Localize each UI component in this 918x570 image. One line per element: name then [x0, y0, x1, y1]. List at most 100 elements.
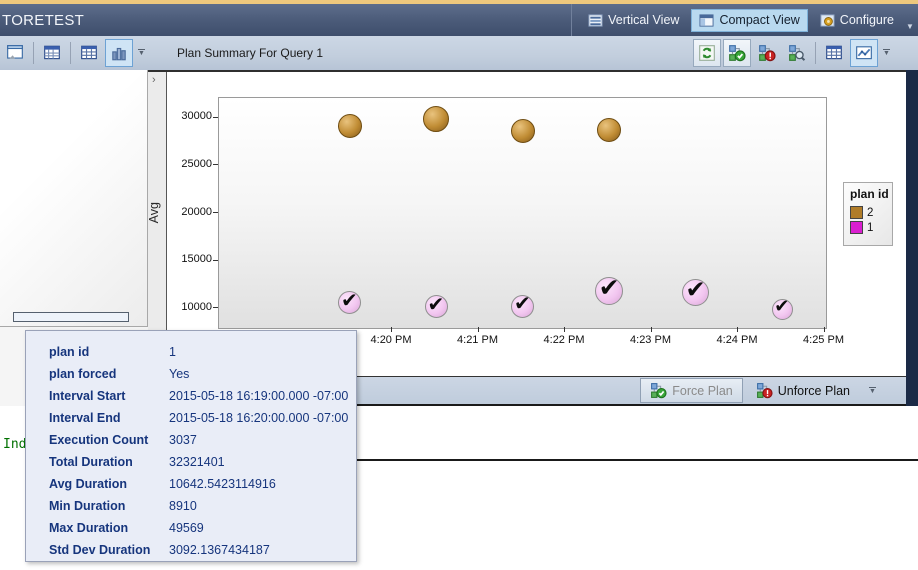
data-point-plan-2[interactable]	[423, 105, 450, 132]
summary-chart-button[interactable]	[850, 39, 878, 67]
data-point-plan-1[interactable]	[424, 295, 448, 319]
tooltip-field-value: 49569	[169, 521, 204, 535]
vertical-view-button[interactable]: Vertical View	[580, 9, 687, 32]
compare-plans-icon	[788, 44, 806, 62]
data-point-plan-2[interactable]	[597, 117, 622, 142]
tooltip-field-label: Max Duration	[49, 521, 129, 535]
summary-grid-icon	[825, 44, 843, 62]
query-text-view-icon	[6, 44, 24, 62]
toolbar-separator	[33, 42, 34, 64]
summary-chart-icon	[855, 44, 873, 62]
horizontal-scrollbar[interactable]	[13, 312, 129, 322]
legend-item[interactable]: 1	[850, 221, 892, 234]
tooltip-row: Interval End 2015-05-18 16:20:00.000 -07:…	[26, 407, 356, 429]
tooltip-row: Execution Count 3037	[26, 429, 356, 451]
expand-panel-chevron-icon[interactable]: ›	[152, 74, 156, 86]
tooltip-field-label: Interval Start	[49, 389, 126, 403]
toolbar-separator	[815, 42, 816, 64]
window-right-edge	[906, 70, 918, 406]
unforce-plan-button[interactable]: Unforce Plan	[747, 378, 859, 403]
force-plan-icon	[728, 44, 746, 62]
forced-plan-check-icon: ✔	[598, 273, 620, 303]
splitter-strip: › Avg	[147, 72, 167, 376]
x-tick-label: 4:25 PM	[803, 334, 844, 346]
tooltip-field-label: plan id	[49, 345, 90, 359]
tooltip-field-value: 2015-05-18 16:19:00.000 -07:00	[169, 389, 349, 403]
data-point-plan-1[interactable]	[511, 294, 535, 318]
tooltip-field-label: plan forced	[49, 367, 117, 381]
x-tick-mark	[823, 327, 825, 332]
data-point-plan-2[interactable]	[510, 119, 535, 144]
data-point-plan-1[interactable]	[771, 299, 793, 321]
x-tick-label: 4:24 PM	[716, 334, 758, 346]
forced-plan-check-icon: ✔	[514, 291, 531, 316]
grid-extended-view-icon	[43, 44, 61, 62]
forced-plan-check-icon: ✔	[427, 291, 445, 316]
x-tick-mark	[650, 327, 652, 332]
configure-label: Configure	[839, 13, 894, 27]
unforce-plan-label: Unforce Plan	[777, 383, 850, 398]
tooltip-row: Min Duration 8910	[26, 495, 356, 517]
force-plan-icon-button[interactable]	[723, 39, 751, 67]
y-tick-mark	[213, 212, 218, 213]
plan-grid-panel	[0, 70, 148, 327]
tooltip-row: Avg Duration 10642.5423114916	[26, 473, 356, 495]
x-tick-mark	[477, 327, 479, 332]
chart-view-button[interactable]	[105, 39, 133, 67]
data-point-plan-1[interactable]	[682, 279, 710, 307]
force-plan-button[interactable]: Force Plan	[640, 378, 743, 403]
tooltip-row: Max Duration 49569	[26, 517, 356, 539]
legend-swatch	[850, 221, 863, 234]
data-point-plan-1[interactable]	[595, 277, 624, 306]
tooltip-field-value: Yes	[169, 367, 190, 381]
data-point-plan-2[interactable]	[337, 113, 362, 138]
legend-item[interactable]: 2	[850, 206, 892, 219]
tooltip-row: plan id 1	[26, 341, 356, 363]
tooltip-field-label: Min Duration	[49, 499, 126, 513]
y-axis-title: Avg	[147, 202, 161, 224]
legend-label: 1	[867, 221, 874, 234]
tooltip-field-label: Total Duration	[49, 455, 133, 469]
grid-extended-view-button[interactable]	[38, 39, 66, 67]
query-text-view-button[interactable]	[1, 39, 29, 67]
query-text-fragment: Ind	[3, 437, 27, 452]
tooltip-field-label: Interval End	[49, 411, 121, 425]
plan-summary-toolbar: ▼ Plan Summary For Query 1	[0, 36, 918, 70]
view-mode-buttons: Vertical View Compact View Configure	[571, 4, 904, 36]
legend-swatch	[850, 206, 863, 219]
title-bar: TORETEST Vertical View Compact View Conf…	[0, 4, 918, 36]
compare-plans-icon-button[interactable]	[783, 39, 811, 67]
grid-view-button[interactable]	[75, 39, 103, 67]
plan-action-buttons: ▼	[692, 39, 892, 67]
y-tick-label: 20000	[181, 205, 212, 218]
titlebar-overflow-button[interactable]: ▼	[906, 22, 914, 31]
tooltip-field-value: 2015-05-18 16:20:00.000 -07:00	[169, 411, 349, 425]
scatter-plot-area[interactable]: ✔ ✔ ✔ ✔ ✔ ✔	[218, 97, 827, 329]
legend-title: plan id	[850, 187, 889, 201]
tooltip-field-value: 3037	[169, 433, 197, 447]
action-buttons-overflow[interactable]: ▼	[883, 49, 890, 57]
tooltip-field-value: 8910	[169, 499, 197, 513]
y-tick-label: 25000	[181, 157, 212, 170]
vertical-view-label: Vertical View	[608, 13, 680, 27]
refresh-button[interactable]	[693, 39, 721, 67]
tooltip-field-label: Std Dev Duration	[49, 543, 151, 557]
data-point-plan-1[interactable]	[338, 291, 362, 315]
y-tick-mark	[213, 116, 218, 118]
forced-plan-check-icon: ✔	[685, 275, 706, 304]
compact-view-label: Compact View	[719, 13, 800, 27]
tooltip-field-label: Avg Duration	[49, 477, 128, 491]
compact-view-button[interactable]: Compact View	[691, 8, 808, 32]
summary-grid-button[interactable]	[820, 39, 848, 67]
unforce-plan-icon-button[interactable]	[753, 39, 781, 67]
view-buttons-overflow[interactable]: ▼	[138, 49, 145, 57]
y-tick-label: 10000	[181, 300, 212, 313]
forcebar-overflow[interactable]: ▼	[869, 386, 876, 395]
configure-button[interactable]: Configure	[812, 9, 902, 32]
x-tick-label: 4:21 PM	[457, 334, 498, 346]
window-title: TORETEST	[2, 11, 85, 29]
y-tick-label: 15000	[181, 253, 212, 266]
y-tick-label: 30000	[181, 110, 212, 123]
refresh-icon	[698, 44, 716, 62]
